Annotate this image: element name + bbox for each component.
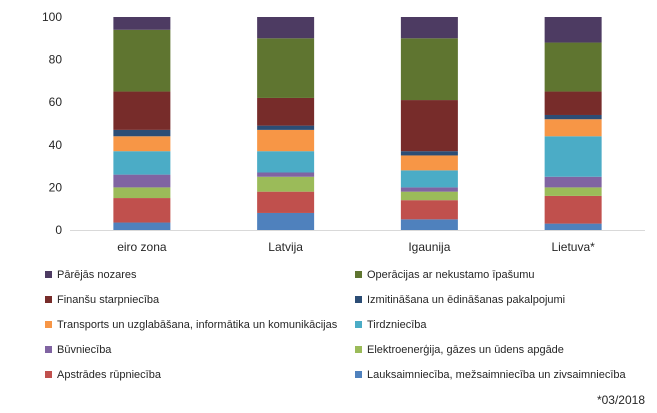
bar-segment bbox=[113, 187, 171, 199]
legend-swatch bbox=[355, 346, 362, 353]
x-tick-label: Igaunija bbox=[408, 240, 450, 254]
bar-segment bbox=[257, 129, 315, 152]
bar-segment bbox=[400, 191, 458, 201]
bar-segment bbox=[544, 119, 602, 137]
legend-swatch bbox=[45, 271, 52, 278]
bar-segment bbox=[257, 17, 315, 39]
bar-segment bbox=[400, 17, 458, 39]
legend-label: Elektroenerģija, gāzes un ūdens apgāde bbox=[367, 343, 564, 356]
bar-segment bbox=[113, 151, 171, 175]
bars-layer bbox=[113, 17, 602, 230]
bar-segment bbox=[113, 91, 171, 130]
bar-segment bbox=[544, 136, 602, 177]
bar-segment bbox=[400, 219, 458, 230]
bar-segment bbox=[544, 176, 602, 188]
bar-segment bbox=[257, 172, 315, 177]
legend-label: Būvniecība bbox=[57, 344, 112, 356]
bar-segment bbox=[257, 176, 315, 192]
legend-swatch bbox=[355, 371, 362, 378]
bar-segment bbox=[544, 187, 602, 196]
legend-swatch bbox=[45, 296, 52, 303]
x-tick-label: Lietuva* bbox=[551, 240, 595, 254]
bar-segment bbox=[257, 38, 315, 98]
bar-segment bbox=[113, 29, 171, 92]
legend-swatch bbox=[45, 346, 52, 353]
legend-label: Pārējās nozares bbox=[57, 269, 137, 281]
footnote: *03/2018 bbox=[596, 393, 645, 407]
bar-segment bbox=[400, 100, 458, 152]
x-tick-label: eiro zona bbox=[117, 240, 167, 254]
y-tick-label: 100 bbox=[42, 10, 62, 24]
legend-swatch bbox=[355, 296, 362, 303]
bar-segment bbox=[400, 151, 458, 156]
legend-label: Izmitināšana un ēdināšanas pakalpojumi bbox=[367, 294, 565, 306]
legend-label: Lauksaimniecība, mežsaimniecība un zivsa… bbox=[367, 369, 627, 381]
bar-segment bbox=[257, 151, 315, 173]
legend-swatch bbox=[45, 371, 52, 378]
bar-segment bbox=[257, 97, 315, 126]
y-tick-label: 40 bbox=[49, 138, 63, 152]
axis-layer: 0 20 40 60 80 100 eiro zona Latvija Igaunija Liet… bbox=[42, 10, 645, 254]
legend-swatch bbox=[45, 321, 52, 328]
bar-segment bbox=[113, 136, 171, 152]
bar-segment bbox=[113, 198, 171, 223]
bar-segment bbox=[400, 170, 458, 188]
bar-segment bbox=[257, 191, 315, 213]
bar-segment bbox=[257, 125, 315, 130]
legend-label: Operācijas ar nekustamo īpašumu bbox=[367, 269, 535, 281]
y-tick-label: 60 bbox=[49, 95, 63, 109]
x-tick-label: Latvija bbox=[268, 240, 303, 254]
bar-segment bbox=[544, 91, 602, 115]
y-tick-label: 0 bbox=[55, 223, 62, 237]
bar-segment bbox=[400, 155, 458, 171]
bar-segment bbox=[544, 195, 602, 224]
bar-segment bbox=[400, 38, 458, 101]
legend: Pārējās nozares Operācijas ar nekustamo ī… bbox=[45, 269, 627, 381]
y-tick-label: 80 bbox=[49, 53, 63, 67]
bar-segment bbox=[113, 17, 171, 30]
y-tick-label: 20 bbox=[49, 180, 63, 194]
bar-segment bbox=[257, 212, 315, 230]
legend-label: Finanšu starpniecība bbox=[57, 294, 160, 306]
bar-segment bbox=[544, 17, 602, 43]
bar-segment bbox=[544, 223, 602, 230]
bar-segment bbox=[544, 114, 602, 120]
bar-segment bbox=[113, 129, 171, 137]
bar-segment bbox=[113, 222, 171, 230]
legend-label: Apstrādes rūpniecība bbox=[57, 369, 162, 381]
legend-label: Tirdzniecība bbox=[367, 319, 427, 331]
bar-segment bbox=[400, 200, 458, 220]
bar-segment bbox=[544, 42, 602, 92]
bar-segment bbox=[113, 174, 171, 188]
legend-swatch bbox=[355, 271, 362, 278]
legend-label: Transports un uzglabāšana, informātika u… bbox=[57, 319, 338, 331]
bar-segment bbox=[400, 187, 458, 192]
legend-swatch bbox=[355, 321, 362, 328]
